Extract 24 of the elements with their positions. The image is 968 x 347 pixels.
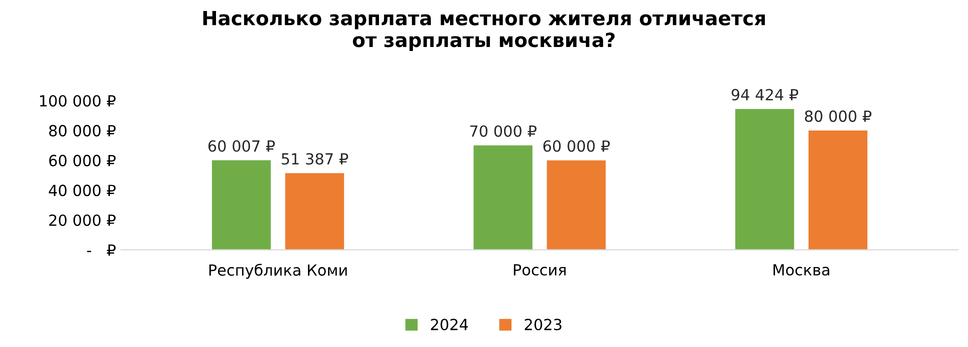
y-tick-label: 20 000 ₽: [49, 214, 116, 226]
x-tick-label: Россия: [514, 264, 566, 276]
bar: [808, 130, 868, 250]
bar: [474, 145, 532, 250]
data-label: 80 000 ₽: [804, 110, 872, 122]
y-tick-label: - ₽: [87, 244, 116, 256]
y-tick-label: 40 000 ₽: [48, 184, 116, 196]
data-label: 60 000 ₽: [543, 140, 610, 152]
y-tick-label: 60 000 ₽: [49, 154, 116, 166]
bar: [212, 160, 271, 250]
bar: [285, 173, 344, 250]
chart-title: Насколько зарплата местного жителя отличается от зарплаты москвича?: [203, 11, 765, 51]
data-label: 94 424 ₽: [732, 88, 798, 100]
x-tick-label: Москва: [774, 264, 830, 276]
bar: [546, 160, 606, 250]
data-label: 70 000 ₽: [470, 125, 537, 137]
y-tick-label: 80 000 ₽: [49, 124, 116, 136]
legend-label: 2024: [430, 318, 468, 330]
data-label: 51 387 ₽: [282, 153, 348, 165]
y-tick-label: 100 000 ₽: [40, 95, 116, 107]
data-label: 60 007 ₽: [208, 140, 275, 152]
bar: [735, 108, 794, 250]
legend-label: 2023: [524, 318, 562, 330]
x-tick-label: Республика Коми: [209, 264, 347, 279]
